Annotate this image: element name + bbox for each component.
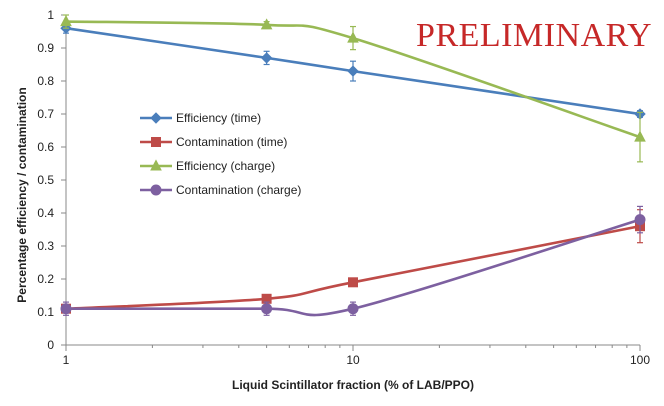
legend-marker-efficiency-time — [150, 112, 162, 124]
legend-marker-contamination-charge — [150, 184, 162, 196]
legend-label-efficiency-time: Efficiency (time) — [176, 111, 261, 125]
y-tick-label: 0.3 — [37, 239, 54, 253]
series-contamination-time — [61, 209, 645, 314]
y-tick-label: 0 — [47, 338, 54, 352]
series-efficiency-charge — [60, 14, 646, 163]
y-tick-label: 0.1 — [37, 305, 54, 319]
data-point-contamination-charge — [261, 303, 273, 315]
y-tick-label: 0.7 — [37, 107, 54, 121]
legend-label-contamination-time: Contamination (time) — [176, 135, 287, 149]
y-tick-label: 0.9 — [37, 41, 54, 55]
y-tick-label: 0.2 — [37, 272, 54, 286]
legend-marker-contamination-time — [151, 137, 161, 147]
y-tick-label: 0.6 — [37, 140, 54, 154]
data-point-efficiency-charge — [60, 15, 72, 27]
series-line-contamination-time — [65, 224, 641, 310]
x-axis-title: Liquid Scintillator fraction (% of LAB/P… — [232, 378, 474, 392]
series-line-contamination-charge — [66, 218, 641, 317]
data-point-efficiency-charge — [634, 130, 646, 142]
y-tick-label: 0.4 — [37, 206, 54, 220]
data-point-efficiency-time — [260, 52, 273, 64]
data-point-efficiency-time — [347, 65, 359, 77]
data-point-contamination-charge — [347, 303, 359, 315]
legend-label-efficiency-charge: Efficiency (charge) — [176, 159, 275, 173]
x-tick-label: 10 — [346, 353, 360, 367]
legend: Efficiency (time) Contamination (time) Eff… — [140, 111, 301, 197]
legend-marker-efficiency-charge — [150, 159, 162, 171]
series-layer — [60, 14, 646, 317]
y-axis-title: Percentage efficiency / contamination — [15, 87, 29, 302]
preliminary-annotation: PRELIMINARY — [416, 17, 652, 54]
data-point-contamination-time — [348, 277, 358, 288]
legend-label-contamination-charge: Contamination (charge) — [176, 183, 301, 197]
data-point-efficiency-charge — [347, 31, 359, 43]
y-tick-label: 0.5 — [37, 173, 54, 187]
data-point-contamination-charge — [60, 303, 72, 315]
data-point-efficiency-charge — [260, 18, 273, 30]
y-tick-label: 0.8 — [37, 74, 54, 88]
x-tick-label: 100 — [630, 353, 650, 367]
series-contamination-charge — [60, 205, 646, 317]
series-line-efficiency-charge — [65, 20, 641, 139]
axes: 0 0.1 0.2 0.3 0.4 0.5 0.6 0.7 0.8 0.9 1 1 10 100 — [37, 8, 650, 367]
x-tick-label: 1 — [63, 353, 70, 367]
data-point-contamination-charge — [634, 214, 646, 226]
y-tick-label: 1 — [47, 8, 54, 22]
